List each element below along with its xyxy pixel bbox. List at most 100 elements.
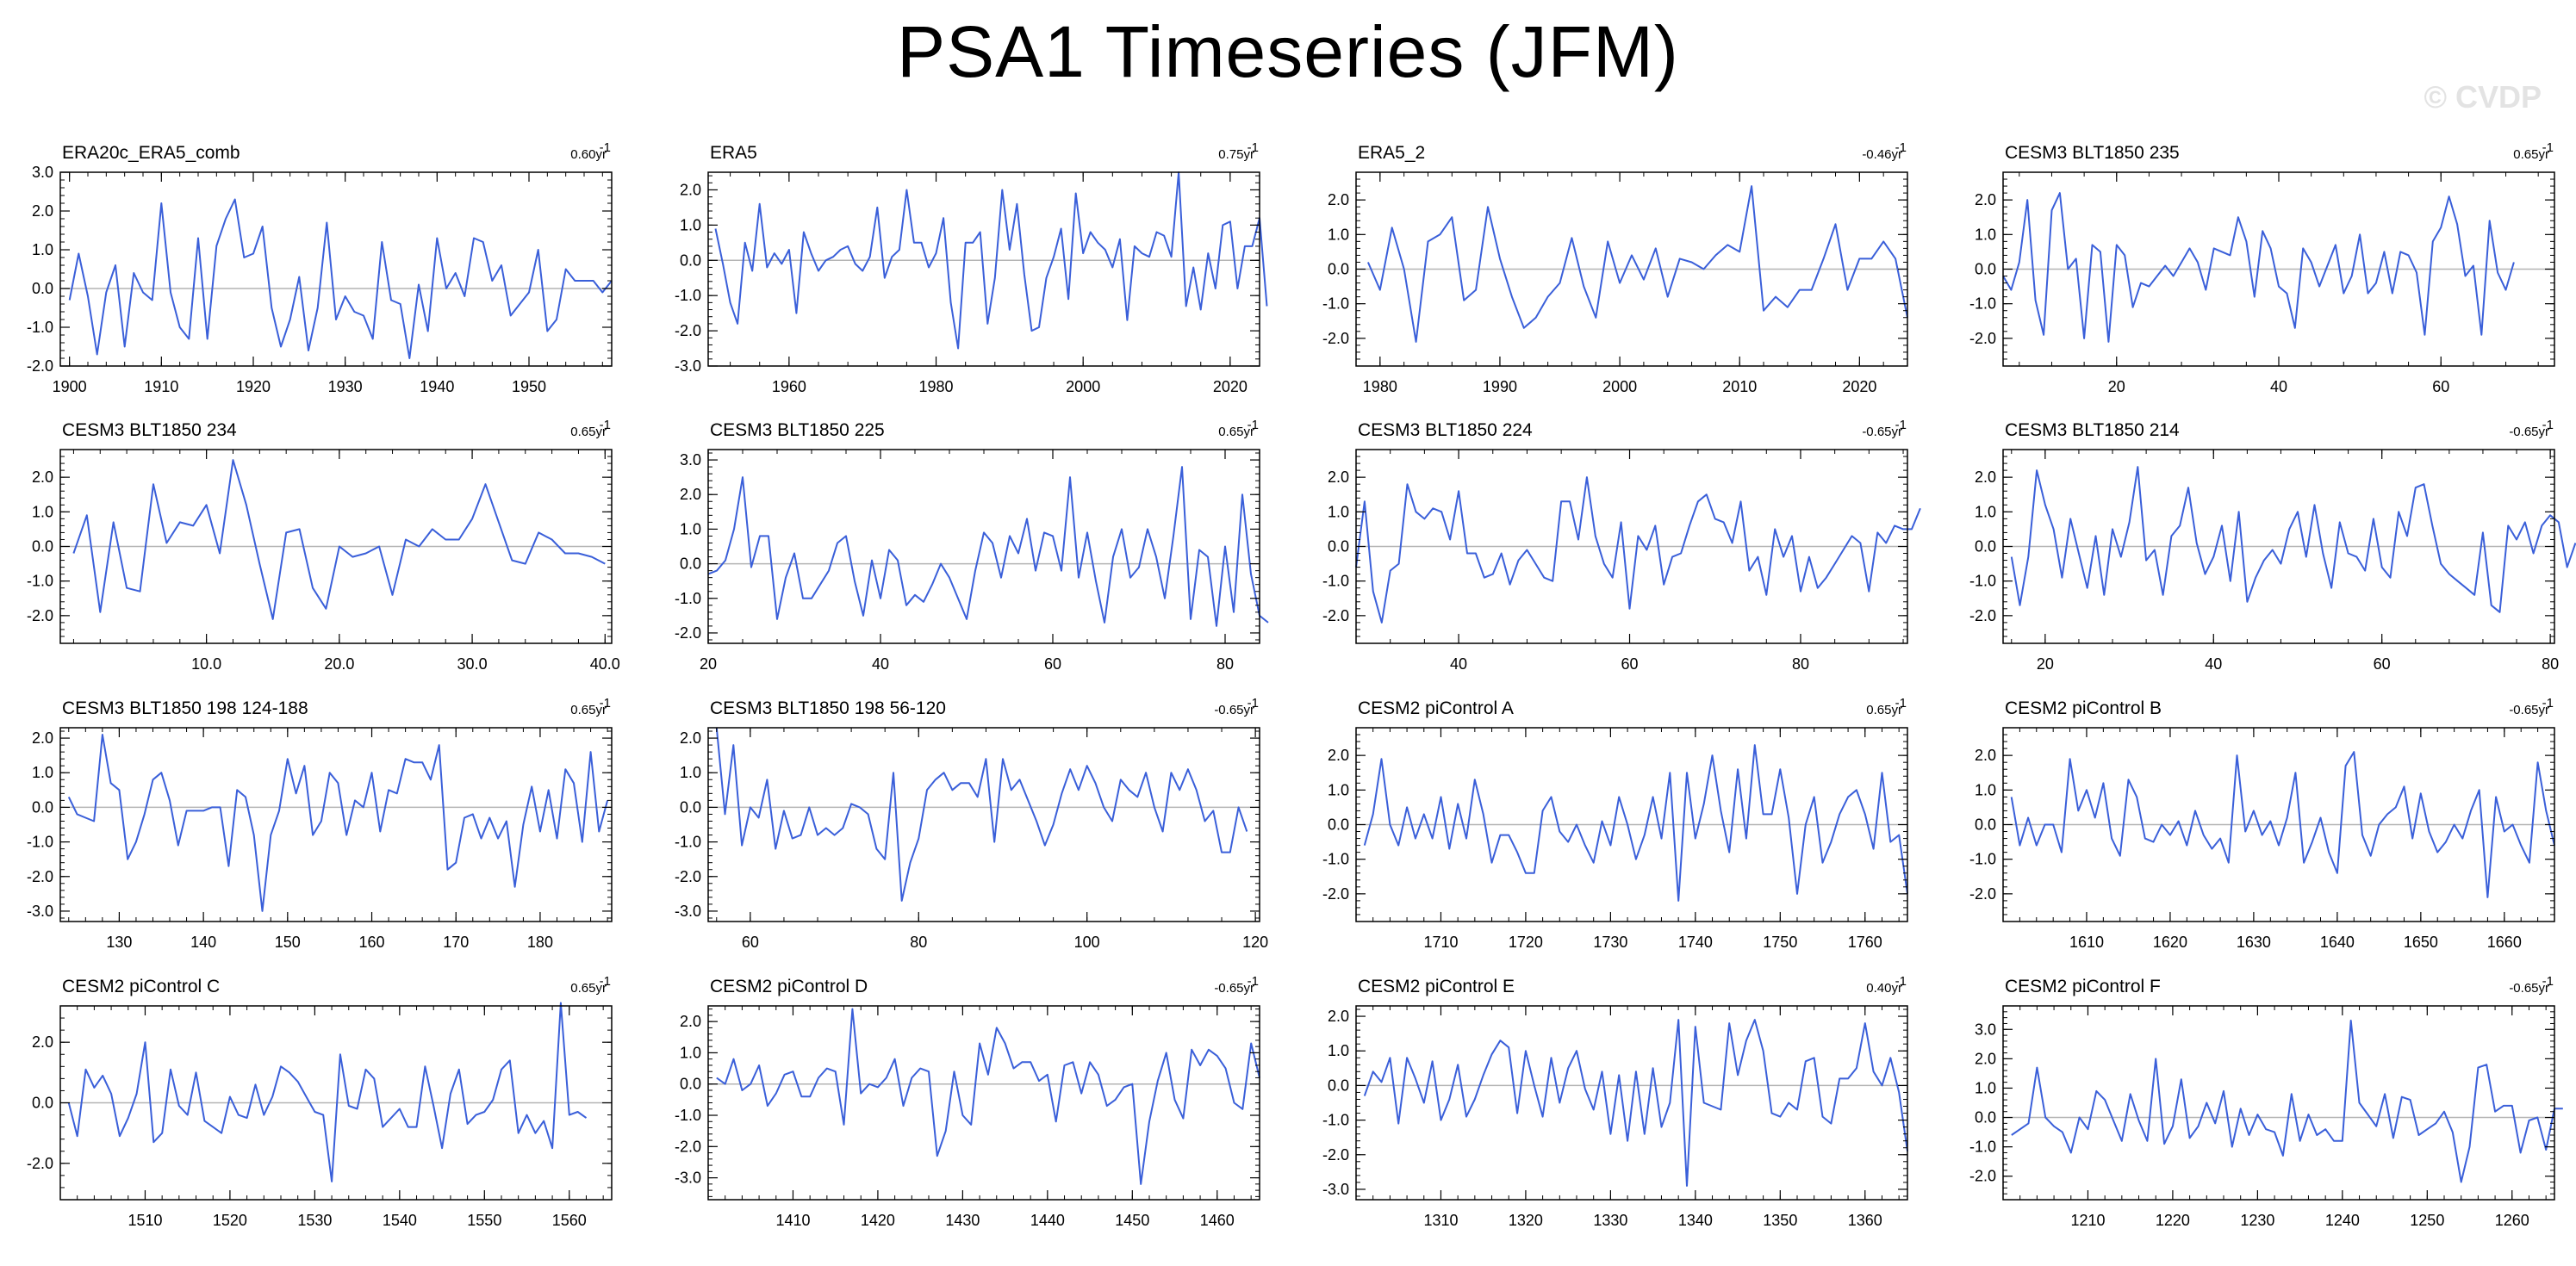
x-tick-label: 1560 — [552, 1212, 587, 1229]
y-tick-label: 2.0 — [1975, 1050, 1996, 1067]
series-line — [2002, 192, 2515, 343]
x-tick-label: 1330 — [1593, 1212, 1627, 1229]
y-tick-label: -1.0 — [1322, 573, 1349, 590]
x-tick-label: 1950 — [512, 378, 546, 395]
x-tick-label: 1900 — [53, 378, 87, 395]
trend-exponent: -1 — [1248, 696, 1259, 711]
series-line — [2011, 1020, 2563, 1183]
x-tick-label: 1640 — [2320, 934, 2355, 951]
chart-panel: ERA20c_ERA5_comb 0.60yr-1 -2.0 -1.0 0.0 1.0 2.… — [27, 140, 613, 395]
chart-panel: CESM2 piControl E 0.40yr-1 -3.0 -2.0 -1.0 0.0… — [1322, 974, 1908, 1229]
chart-panel: CESM3 BLT1850 198 56-120 -0.65yr-1 -3.0 -2.… — [675, 696, 1268, 951]
y-tick-label: 2.0 — [680, 181, 701, 198]
y-tick-label: 0.0 — [1328, 538, 1349, 555]
y-tick-label: -3.0 — [675, 1170, 701, 1187]
x-tick-label: 2020 — [1842, 378, 1876, 395]
x-tick-label: 80 — [1792, 655, 1809, 673]
y-tick-label: -3.0 — [1322, 1181, 1349, 1198]
y-tick-label: 1.0 — [1328, 1042, 1349, 1059]
chart-title: CESM2 piControl A — [1358, 698, 1514, 718]
chart-title: ERA5 — [710, 143, 757, 163]
chart-panel: CESM2 piControl A 0.65yr-1 -2.0 -1.0 0.0 1.0 2… — [1322, 696, 1908, 951]
y-tick-label: 0.0 — [32, 280, 53, 297]
chart-panel: CESM3 BLT1850 198 124-188 0.65yr-1 -3.0 -2.… — [27, 696, 613, 951]
trend-label: 0.65yr — [570, 981, 607, 996]
x-tick-label: 1260 — [2495, 1212, 2529, 1229]
x-tick-label: 20 — [2037, 655, 2054, 673]
chart-panel: CESM3 BLT1850 235 0.65yr-1 -2.0 -1.0 0.0 1.0 2… — [1969, 140, 2555, 395]
y-tick-label: 1.0 — [32, 241, 53, 258]
y-tick-label: 1.0 — [1328, 781, 1349, 798]
x-tick-label: 60 — [1621, 655, 1639, 673]
chart-panel: CESM3 BLT1850 214 -0.65yr-1 -2.0 -1.0 0.0 1.0… — [1969, 418, 2576, 673]
chart-panel: CESM3 BLT1850 224 -0.65yr-1 -2.0 -1.0 0.0 1.0… — [1322, 418, 1921, 673]
trend-exponent: -1 — [600, 418, 611, 432]
y-tick-label: -2.0 — [27, 357, 53, 375]
x-tick-label: 60 — [2432, 378, 2449, 395]
chart-panel: CESM2 piControl B -0.65yr-1 -2.0 -1.0 0.0 1.0… — [1969, 696, 2555, 951]
y-tick-label: -2.0 — [675, 624, 701, 642]
x-tick-label: 1430 — [945, 1212, 980, 1229]
y-tick-label: -2.0 — [1322, 1146, 1349, 1164]
y-tick-label: 2.0 — [1328, 469, 1349, 486]
x-tick-label: 40 — [2270, 378, 2287, 395]
chart-title: CESM3 BLT1850 198 56-120 — [710, 698, 946, 718]
y-tick-label: 0.0 — [680, 1076, 701, 1093]
page-title: PSA1 Timeseries (JFM) — [897, 11, 1679, 92]
y-tick-label: 0.0 — [1975, 816, 1996, 834]
y-tick-label: 2.0 — [1328, 747, 1349, 764]
plot-frame — [2002, 1005, 2555, 1201]
chart-title: CESM3 BLT1850 225 — [710, 420, 885, 440]
y-tick-label: 2.0 — [680, 486, 701, 503]
x-tick-label: 2000 — [1066, 378, 1100, 395]
x-tick-label: 1710 — [1423, 934, 1458, 951]
y-tick-label: -2.0 — [1322, 330, 1349, 347]
trend-label: 0.75yr — [1218, 147, 1254, 162]
x-tick-label: 80 — [1216, 655, 1234, 673]
x-tick-label: 180 — [527, 934, 553, 951]
y-tick-label: -2.0 — [1969, 330, 1996, 347]
y-tick-label: 3.0 — [680, 451, 701, 469]
x-tick-label: 1410 — [775, 1212, 810, 1229]
chart-panel: ERA5_2 -0.46yr-1 -2.0 -1.0 0.0 1.0 2.0 1980 1990… — [1322, 140, 1908, 395]
x-tick-label: 1220 — [2156, 1212, 2190, 1229]
x-tick-label: 1340 — [1678, 1212, 1713, 1229]
y-tick-label: 2.0 — [1975, 191, 1996, 208]
y-tick-label: -3.0 — [27, 903, 53, 920]
series-line — [1363, 744, 1908, 902]
x-tick-label: 1550 — [467, 1212, 501, 1229]
y-tick-label: 1.0 — [680, 1044, 701, 1061]
trend-label: -0.46yr — [1862, 147, 1902, 162]
x-tick-label: 60 — [742, 934, 759, 951]
x-tick-label: 40 — [872, 655, 889, 673]
x-tick-label: 1740 — [1678, 934, 1713, 951]
y-tick-label: 0.0 — [1975, 538, 1996, 555]
series-line — [67, 734, 609, 912]
x-tick-label: 2020 — [1213, 378, 1248, 395]
trend-label: -0.65yr — [2509, 981, 2549, 996]
y-tick-label: 1.0 — [680, 764, 701, 781]
y-tick-label: 1.0 — [32, 503, 53, 520]
y-tick-label: -1.0 — [1322, 295, 1349, 313]
chart-panel: ERA5 0.75yr-1 -3.0 -2.0 -1.0 0.0 1.0 2.0 1960 198… — [675, 140, 1268, 395]
x-tick-label: 1230 — [2240, 1212, 2274, 1229]
y-tick-label: 0.0 — [32, 538, 53, 555]
x-tick-label: 1750 — [1763, 934, 1797, 951]
x-tick-label: 1940 — [420, 378, 454, 395]
y-tick-label: 2.0 — [680, 729, 701, 747]
x-tick-label: 1990 — [1483, 378, 1517, 395]
trend-exponent: -1 — [2542, 418, 2554, 432]
trend-label: -0.65yr — [2509, 425, 2549, 439]
y-tick-label: -2.0 — [27, 607, 53, 624]
y-tick-label: -2.0 — [675, 322, 701, 339]
y-tick-label: 0.0 — [1328, 261, 1349, 278]
x-tick-label: 2000 — [1602, 378, 1637, 395]
y-tick-label: -1.0 — [675, 1107, 701, 1124]
y-tick-label: 2.0 — [32, 469, 53, 486]
x-tick-label: 20 — [2108, 378, 2125, 395]
y-tick-label: -2.0 — [27, 1155, 53, 1172]
trend-label: 0.65yr — [2513, 147, 2549, 162]
y-tick-label: -1.0 — [675, 834, 701, 851]
trend-label: 0.40yr — [1866, 981, 1902, 996]
